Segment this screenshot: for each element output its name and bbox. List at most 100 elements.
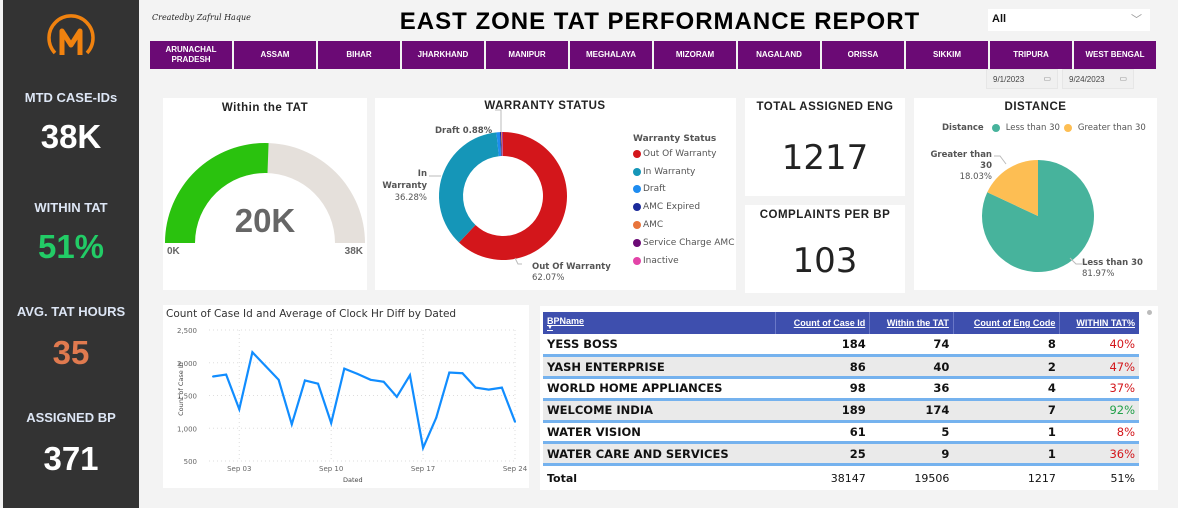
line-point[interactable] xyxy=(303,379,306,382)
state-tab-arunachal-pradesh[interactable]: ARUNACHAL PRADESH xyxy=(150,41,232,69)
line-point[interactable] xyxy=(290,423,293,426)
avg-tat-hours-label: AVG. TAT HOURS xyxy=(16,304,126,319)
total-assigned-eng-card: TOTAL ASSIGNED ENG 1217 xyxy=(745,98,905,196)
state-tab-mizoram[interactable]: MIZORAM xyxy=(654,41,736,69)
line-point[interactable] xyxy=(500,386,503,389)
legend-item[interactable]: Service Charge AMC xyxy=(633,234,735,252)
state-slicer: ARUNACHAL PRADESH ASSAM BIHAR JHARKHAND MANI… xyxy=(150,41,1156,69)
x-tick-label: Sep 17 xyxy=(411,465,435,473)
kpi-sidebar: MTD CASE-IDs 38K WITHIN TAT 51% AVG. TAT… xyxy=(3,0,139,508)
legend-less-than-30[interactable]: Less than 30 xyxy=(1005,123,1060,133)
legend-item[interactable]: In Warranty xyxy=(633,163,735,181)
legend-label: Draft xyxy=(643,184,666,195)
legend-dot xyxy=(633,149,641,158)
line-point[interactable] xyxy=(461,372,464,375)
state-tab-manipur[interactable]: MANIPUR xyxy=(486,41,568,69)
state-tab-sikkim[interactable]: SIKKIM xyxy=(906,41,988,69)
cell-pct: 40% xyxy=(1059,334,1139,358)
legend-item[interactable]: Out Of Warranty xyxy=(633,145,735,163)
column-header[interactable]: BPName ▼ xyxy=(543,312,775,334)
donut-slice-amc[interactable] xyxy=(501,132,503,157)
state-tab-meghalaya[interactable]: MEGHALAYA xyxy=(570,41,652,69)
column-header[interactable]: Within the TAT xyxy=(869,312,954,334)
state-tab-nagaland[interactable]: NAGALAND xyxy=(738,41,820,69)
legend-label: In Warranty xyxy=(643,166,696,177)
column-header[interactable]: Count of Case Id xyxy=(774,312,870,334)
filter-dropdown[interactable]: All ﹀ xyxy=(988,9,1150,31)
donut-slice-in-warranty[interactable] xyxy=(439,132,499,243)
total-pct: 51% xyxy=(1110,472,1135,486)
legend-dot xyxy=(633,203,641,212)
state-tab-jharkhand[interactable]: JHARKHAND xyxy=(402,41,484,69)
line-point[interactable] xyxy=(382,380,385,383)
line-point[interactable] xyxy=(395,395,398,398)
line-point[interactable] xyxy=(238,408,241,411)
calendar-icon[interactable]: ▭ xyxy=(1043,74,1051,83)
gauge-svg xyxy=(165,142,365,243)
warranty-legend: Warranty Status Out Of Warranty In Warran… xyxy=(633,134,735,270)
table-row[interactable]: YESS BOSS 184 74 8 40% xyxy=(543,334,1139,358)
date-end-input[interactable]: 9/24/2023 ▭ xyxy=(1062,69,1134,89)
state-tab-west-bengal[interactable]: WEST BENGAL xyxy=(1074,41,1156,69)
state-tab-tripura[interactable]: TRIPURA xyxy=(990,41,1072,69)
legend-dot xyxy=(633,185,641,194)
table-row[interactable]: WATER VISION 61 5 1 8% xyxy=(543,421,1139,445)
line-point[interactable] xyxy=(343,367,346,370)
cell-cases: 61 xyxy=(775,421,870,445)
y-tick-label: 2,500 xyxy=(177,327,197,335)
line-point[interactable] xyxy=(251,351,254,354)
table-row[interactable]: YASH ENTERPRISE 86 40 2 47% xyxy=(543,355,1139,380)
y-tick-label: 500 xyxy=(184,458,197,466)
line-point[interactable] xyxy=(212,375,214,378)
state-tab-assam[interactable]: ASSAM xyxy=(234,41,316,69)
line-point[interactable] xyxy=(369,378,372,381)
mtd-case-ids-value: 38K xyxy=(40,118,102,155)
legend-label: Out Of Warranty xyxy=(643,148,717,159)
line-point[interactable] xyxy=(330,422,333,425)
legend-item[interactable]: AMC xyxy=(633,216,735,234)
state-tab-orissa[interactable]: ORISSA xyxy=(822,41,904,69)
line-point[interactable] xyxy=(225,373,228,376)
leader-line xyxy=(514,257,522,265)
column-header[interactable]: WITHIN TAT% xyxy=(1059,312,1139,334)
line-point[interactable] xyxy=(264,365,267,368)
donut-slice-amc-expired[interactable] xyxy=(499,132,502,157)
cell-pct: 36% xyxy=(1059,442,1139,467)
line-point[interactable] xyxy=(356,372,359,375)
line-series[interactable] xyxy=(212,350,517,452)
legend-item[interactable]: AMC Expired xyxy=(633,198,735,216)
sort-arrow-icon[interactable]: ▼ xyxy=(547,324,553,331)
gauge-fill[interactable] xyxy=(165,142,269,243)
table-row[interactable]: WATER CARE AND SERVICES 25 9 1 36% xyxy=(543,442,1139,467)
scrollbar[interactable] xyxy=(1147,310,1152,315)
table-row[interactable]: WELCOME INDIA 189 174 7 92% xyxy=(543,399,1139,423)
line-point[interactable] xyxy=(422,446,425,449)
donut-slice-out-of-warranty[interactable] xyxy=(458,132,567,260)
table-row[interactable]: WORLD HOME APPLIANCES 98 36 4 37% xyxy=(543,377,1139,401)
date-start-input[interactable]: 9/1/2023 ▭ xyxy=(986,69,1058,89)
pie-slice-greater-than-30[interactable] xyxy=(987,160,1038,216)
cell-within: 40 xyxy=(869,355,954,380)
donut-slice-draft[interactable] xyxy=(496,132,502,157)
gauge-min: 0K xyxy=(167,246,180,257)
cell-name: YASH ENTERPRISE xyxy=(543,355,775,380)
line-point[interactable] xyxy=(317,382,320,385)
legend-item[interactable]: Inactive xyxy=(633,252,735,270)
state-tab-bihar[interactable]: BIHAR xyxy=(318,41,400,69)
line-point[interactable] xyxy=(448,371,451,374)
calendar-icon[interactable]: ▭ xyxy=(1119,74,1127,83)
line-point[interactable] xyxy=(277,378,280,381)
line-point[interactable] xyxy=(514,420,516,423)
legend-greater-than-30[interactable]: Greater than 30 xyxy=(1077,123,1146,133)
line-point[interactable] xyxy=(487,388,490,391)
legend-item[interactable]: Draft xyxy=(633,181,735,199)
legend-label: AMC xyxy=(643,220,664,231)
line-point[interactable] xyxy=(474,386,477,389)
column-header[interactable]: Count of Eng Code xyxy=(952,312,1060,334)
legend-dot xyxy=(633,167,641,176)
donut-slice-service-charge-amc[interactable] xyxy=(501,132,503,157)
line-point[interactable] xyxy=(408,374,411,377)
mtd-case-ids-label: MTD CASE-IDs xyxy=(24,90,118,105)
line-point[interactable] xyxy=(435,416,438,419)
draft-label: Draft 0.88% xyxy=(435,126,493,136)
